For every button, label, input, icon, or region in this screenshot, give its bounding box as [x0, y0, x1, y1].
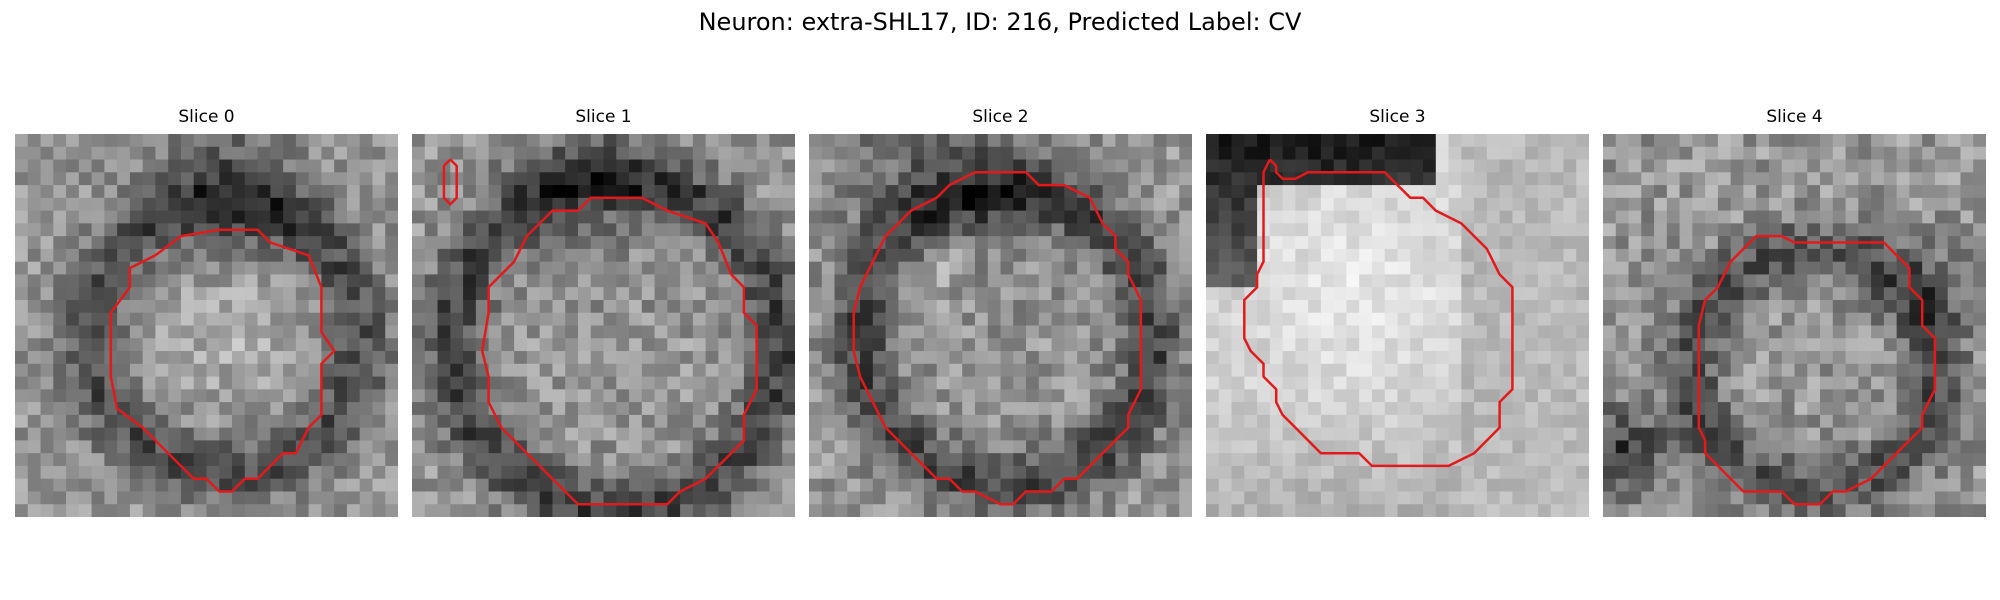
- segmentation-contour: [109, 228, 336, 493]
- slice-panel-4: Slice 4: [1603, 106, 1986, 517]
- slice-title: Slice 1: [575, 107, 632, 127]
- slice-image: [1206, 134, 1589, 517]
- segmentation-contour: [1243, 158, 1514, 468]
- slice-panel-1: Slice 1: [412, 106, 795, 517]
- slice-image: [1603, 134, 1986, 517]
- segmentation-contour: [442, 158, 458, 206]
- slice-title: Slice 2: [972, 107, 1029, 127]
- slice-title: Slice 0: [178, 107, 235, 127]
- slice-panel-3: Slice 3: [1206, 106, 1589, 517]
- slice-panel-2: Slice 2: [809, 106, 1192, 517]
- segmentation-contour: [480, 196, 758, 506]
- segmentation-contour: [852, 171, 1143, 506]
- slice-panel-0: Slice 0: [15, 106, 398, 517]
- slice-image: [809, 134, 1192, 517]
- segmentation-contour: [1697, 234, 1937, 506]
- slice-image: [412, 134, 795, 517]
- figure-title: Neuron: extra-SHL17, ID: 216, Predicted …: [698, 8, 1302, 36]
- slice-title: Slice 4: [1766, 107, 1823, 127]
- slice-title: Slice 3: [1369, 107, 1426, 127]
- slice-image: [15, 134, 398, 517]
